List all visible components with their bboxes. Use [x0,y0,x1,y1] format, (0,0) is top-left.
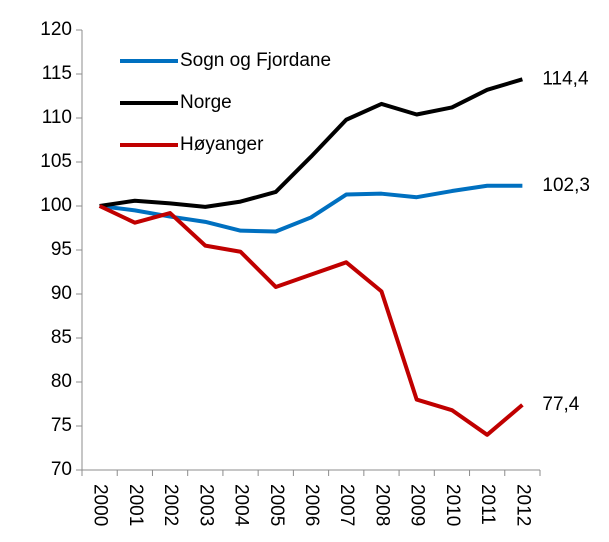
legend-label: Sogn og Fjordane [180,50,331,71]
series-line [99,77,523,209]
x-tick-label: 2005 [266,484,287,526]
legend-label: Høyanger [180,134,264,155]
y-tick-label: 115 [42,63,72,84]
legend-label: Norge [180,92,232,113]
y-tick-label: 100 [40,195,72,216]
y-tick-label: 75 [51,415,72,436]
y-tick-label: 120 [40,19,72,40]
value-label: 102,3 [542,175,590,196]
series-line [98,204,524,437]
y-tick-label: 70 [51,459,72,480]
x-tick-label: 2007 [336,484,357,526]
x-tick-label: 2000 [90,484,111,526]
y-tick-label: 80 [51,371,72,392]
y-tick-label: 110 [42,107,72,128]
x-tick-label: 2008 [371,484,392,526]
x-tick-label: 2006 [301,484,322,526]
series-line [99,183,523,234]
y-tick-label: 90 [51,283,72,304]
y-tick-label: 85 [51,327,72,348]
x-tick-label: 2011 [477,484,498,525]
x-tick-label: 2001 [125,484,146,526]
x-tick-label: 2004 [231,484,252,527]
y-tick-label: 95 [51,239,72,260]
x-tick-label: 2009 [407,484,428,526]
x-tick-label: 2003 [195,484,216,526]
x-tick-label: 2012 [512,484,533,526]
value-label: 77,4 [542,394,579,415]
value-label: 114,4 [542,68,589,89]
y-tick-label: 105 [40,151,72,172]
x-tick-label: 2002 [160,484,181,526]
x-tick-label: 2010 [442,484,463,526]
